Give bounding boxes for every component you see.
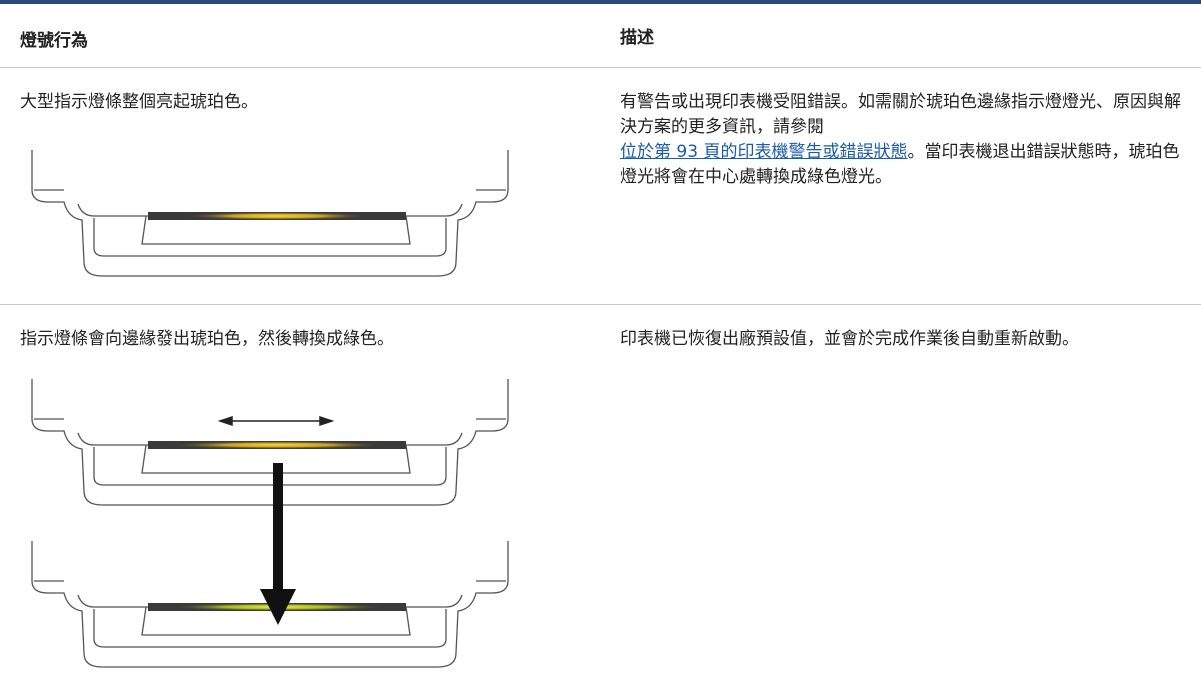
header-cell: 燈號行為 [20,31,88,51]
table-row: 大型指示燈條整個亮起琥珀色。 有警告或出現印表機受阻錯誤。如需關於琥珀色邊緣指示… [0,68,1201,305]
link[interactable]: 位於第 93 頁的印表機警告或錯誤狀態 [620,142,908,162]
text: 。當印表機退出錯誤狀態時，琥珀色燈光將會在中心處轉換成綠色燈光。 [620,142,1180,187]
table-row: 指示燈條會向邊緣發出琥珀色，然後轉換成綠色。 印表機已恢復出廠預設值，並會於完成… [0,305,1201,668]
behavior-cell: 指示燈條會向邊緣發出琥珀色，然後轉換成綠色。 [20,329,394,349]
printer-illustration [20,150,520,290]
text: 印表機已恢復出廠預設值，並會於完成作業後自動重新啟動。 [620,329,1079,349]
printer-illustration [31,379,509,668]
description-cell: 有警告或出現印表機受阻錯誤。如需關於琥珀色邊緣指示燈燈光、原因與解決方案的更多資… [620,90,1190,190]
description-cell: 印表機已恢復出廠預設值，並會於完成作業後自動重新啟動。 [620,327,1190,352]
header-cell: 描述 [620,28,654,48]
text: 有警告或出現印表機受阻錯誤。如需關於琥珀色邊緣指示燈燈光、原因與解決方案的更多資… [620,92,1181,137]
header-row: 燈號行為 描述 [0,4,1201,68]
behavior-cell: 大型指示燈條整個亮起琥珀色。 [20,92,258,112]
